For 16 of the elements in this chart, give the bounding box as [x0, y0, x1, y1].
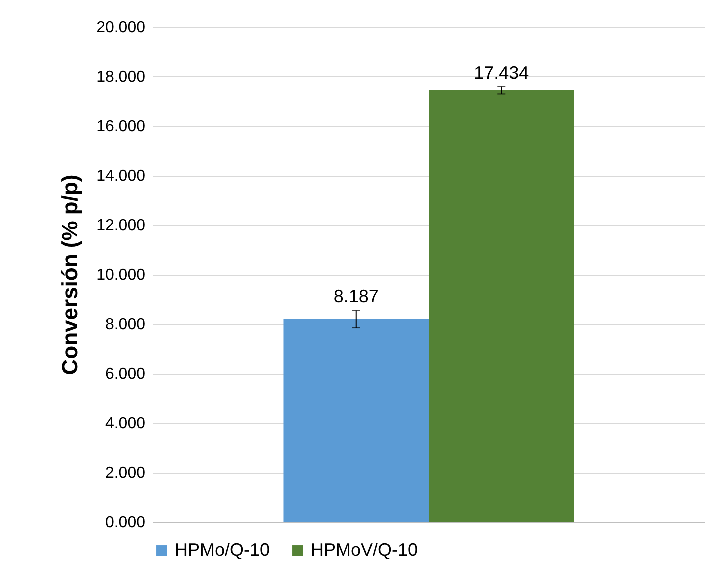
y-tick-label: 18.000: [96, 69, 146, 86]
y-tick-label: 6.000: [105, 366, 146, 383]
y-tick-label: 0.000: [105, 514, 146, 532]
y-tick-label: 14.000: [96, 168, 146, 185]
y-tick-label: 4.000: [105, 416, 146, 432]
data-label: 17.434: [474, 62, 530, 83]
y-tick-label: 2.000: [105, 465, 146, 482]
legend-label: HPMoV/Q-10: [311, 540, 418, 560]
y-tick-label: 8.000: [105, 316, 146, 334]
y-tick-label: 16.000: [96, 118, 146, 136]
y-tick-label: 20.000: [96, 20, 146, 36]
y-tick-label: 12.000: [96, 218, 146, 234]
data-label: 8.187: [334, 286, 379, 307]
y-axis-title: Conversión (% p/p): [58, 174, 83, 376]
legend-label: HPMo/Q-10: [175, 540, 270, 560]
y-tick-label: 10.000: [96, 267, 146, 284]
